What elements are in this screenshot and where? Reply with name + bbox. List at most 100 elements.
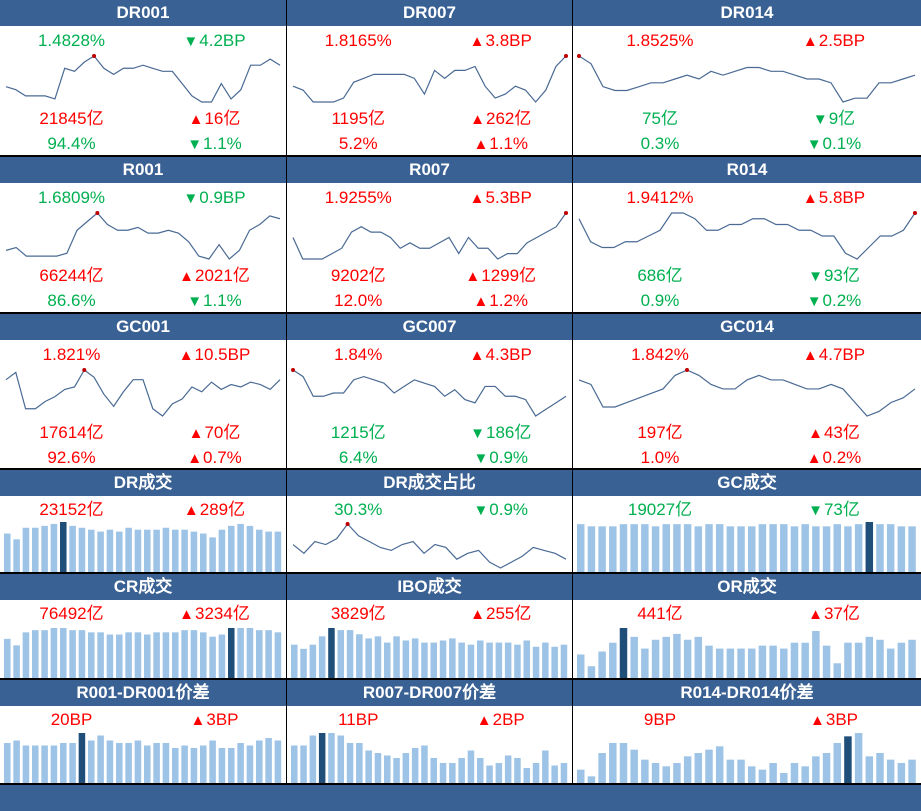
bar: [402, 753, 410, 783]
bar: [486, 642, 493, 678]
marker-point: [564, 54, 568, 58]
volume-change-text: 0.9%: [489, 500, 529, 519]
bar: [411, 748, 419, 783]
bar: [662, 524, 670, 572]
bar: [190, 748, 198, 783]
value-row: 12.0% ▲1.2%: [287, 290, 572, 312]
bar: [651, 763, 660, 783]
bar: [886, 524, 895, 572]
bar-chart: [577, 522, 916, 572]
share-change-text: 1.1%: [203, 291, 242, 310]
volume-change-text: 70亿: [204, 423, 241, 442]
bar: [291, 745, 298, 783]
bar: [190, 630, 198, 678]
panel-title: GC001: [0, 314, 286, 340]
panel-r007-dr007-: R007-DR007价差 11BP ▲2BP: [287, 680, 572, 783]
triangle-down-icon: ▼: [806, 293, 822, 310]
bar: [374, 636, 382, 678]
bar: [876, 753, 884, 783]
share-change-text: 0.2%: [822, 291, 862, 310]
value-row: 76492亿 ▲3234亿: [0, 603, 286, 625]
sparkline: [292, 212, 567, 260]
bar: [495, 642, 503, 678]
marker-point: [685, 368, 689, 372]
share-change-value: ▲0.2%: [747, 447, 921, 468]
volume-change-value: ▼93亿: [747, 265, 921, 288]
sparkline: [292, 369, 567, 417]
value-row: 3829亿 ▲255亿: [287, 603, 572, 625]
bar: [458, 642, 465, 678]
rate-value: 1.6809%: [37, 188, 106, 207]
bar: [393, 636, 400, 678]
bar: [41, 745, 48, 783]
bar: [60, 743, 67, 783]
sparkline-chart: [291, 368, 567, 417]
rate-change-text: 4.7BP: [818, 345, 866, 364]
volume-value: 21845亿: [39, 109, 104, 128]
volume-change-text: 255亿: [485, 604, 532, 623]
bar: [577, 769, 585, 783]
panel-gc007: GC007 1.84% ▲4.3BP 1215亿 ▼186亿 6.4% ▼0.9%: [287, 314, 572, 468]
value-row: 1.9412% ▲5.8BP: [573, 187, 921, 209]
bar: [532, 763, 540, 783]
value-row: 1195亿 ▲262亿: [287, 108, 572, 130]
share-change-text: 0.9%: [489, 448, 529, 467]
bar: [328, 733, 335, 783]
bar: [542, 750, 549, 783]
bar: [865, 756, 874, 783]
panel-r007: R007 1.9255% ▲5.3BP 9202亿 ▲1299亿 12.0% ▲1.2%: [287, 157, 572, 312]
share-value: 0.3%: [640, 134, 680, 153]
bar: [737, 648, 745, 678]
panel-title: R001: [0, 157, 286, 183]
bar: [748, 766, 756, 783]
triangle-down-icon: ▼: [473, 502, 489, 519]
footer-bar: [0, 785, 921, 811]
value-row: 1.9255% ▲5.3BP: [287, 187, 572, 209]
rate-value: 1.8525%: [626, 31, 694, 50]
value-row: 1.842% ▲4.7BP: [573, 344, 921, 366]
bar: [705, 645, 713, 678]
volume-change-text: 3BP: [206, 710, 239, 729]
bar: [291, 644, 298, 678]
volume-change-value: ▲289亿: [143, 499, 286, 522]
rate-change-value: ▲3.8BP: [430, 30, 573, 53]
bar-highlight: [865, 522, 874, 572]
rate-change-text: 0.9BP: [199, 188, 246, 207]
bar: [801, 642, 809, 678]
panel-dr014: DR014 1.8525% ▲2.5BP 75亿 ▼9亿 0.3% ▼0.1%: [573, 0, 921, 155]
bar: [705, 524, 713, 572]
bar: [673, 633, 681, 678]
bar: [705, 749, 713, 783]
panel-title: R014: [573, 157, 921, 183]
rate-change-text: 5.8BP: [818, 188, 866, 207]
bar: [346, 743, 354, 783]
bar: [365, 750, 372, 783]
bar: [449, 638, 456, 678]
bar: [715, 746, 724, 783]
sparkline: [5, 55, 281, 103]
value-row: 9BP ▲3BP: [573, 709, 921, 731]
value-row: 23152亿 ▲289亿: [0, 499, 286, 521]
volume-change-text: 186亿: [485, 423, 532, 442]
bar: [844, 526, 852, 572]
panel-dr-: DR成交占比 30.3% ▼0.9%: [287, 470, 572, 572]
volume-value: 1215亿: [330, 423, 386, 442]
bar: [97, 735, 104, 783]
share-change-value: ▼1.1%: [143, 290, 286, 312]
bar: [274, 531, 282, 572]
bar: [69, 525, 76, 572]
rate-change-value: ▲4.7BP: [747, 344, 921, 367]
bar: [577, 524, 585, 572]
value-row: 17614亿 ▲70亿: [0, 422, 286, 444]
triangle-up-icon: ▲: [806, 450, 822, 467]
bar: [748, 526, 756, 572]
bar: [144, 529, 151, 572]
bar: [822, 526, 831, 572]
bar: [22, 632, 30, 678]
volume-value: 1195亿: [331, 109, 386, 128]
bar: [897, 526, 906, 572]
triangle-up-icon: ▲: [808, 606, 823, 623]
volume-change-text: 37亿: [823, 604, 860, 623]
share-value: 1.0%: [640, 448, 680, 467]
sparkline: [292, 55, 567, 103]
